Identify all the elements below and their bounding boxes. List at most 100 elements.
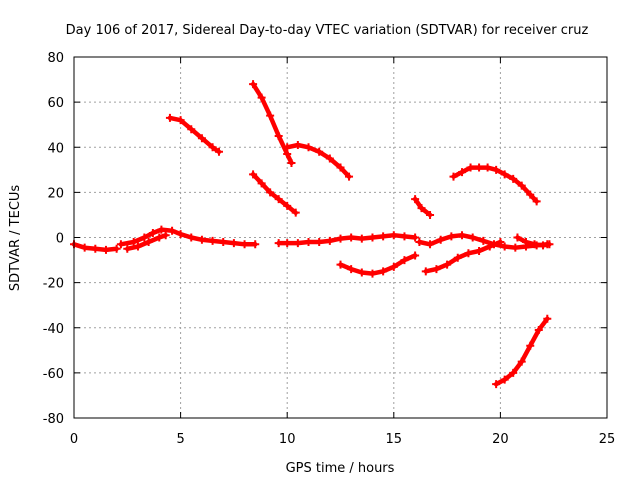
data-point	[347, 233, 356, 242]
data-point	[479, 236, 488, 245]
data-point	[214, 147, 223, 156]
data-point	[426, 210, 435, 219]
data-point	[293, 239, 302, 248]
series-line-6	[250, 172, 298, 215]
data-point	[168, 226, 177, 235]
x-axis-label: GPS time / hours	[286, 461, 395, 476]
data-point	[389, 262, 398, 271]
data-point	[517, 357, 526, 366]
data-point	[466, 163, 475, 172]
data-point	[101, 245, 110, 254]
data-point	[453, 253, 462, 262]
x-tick-label: 0	[70, 432, 78, 447]
data-point	[91, 244, 100, 253]
data-point	[526, 341, 535, 350]
data-point	[421, 267, 430, 276]
data-point	[336, 234, 345, 243]
data-point	[526, 190, 535, 199]
data-point	[509, 368, 518, 377]
data-point	[345, 172, 354, 181]
data-point	[468, 233, 477, 242]
data-point	[229, 239, 238, 248]
data-point	[464, 249, 473, 258]
data-point	[325, 236, 334, 245]
data-point	[400, 232, 409, 241]
data-point	[283, 143, 292, 152]
data-point	[411, 233, 420, 242]
data-point	[208, 236, 217, 245]
data-point	[249, 80, 258, 89]
data-point	[266, 111, 275, 120]
chart-title: Day 106 of 2017, Sidereal Day-to-day VTE…	[66, 23, 589, 38]
data-point	[447, 232, 456, 241]
data-point	[283, 201, 292, 210]
data-point	[293, 140, 302, 149]
data-point	[140, 233, 149, 242]
data-point	[240, 240, 249, 249]
data-point	[458, 168, 467, 177]
data-point	[157, 225, 166, 234]
data-point	[492, 380, 501, 389]
data-point	[133, 242, 142, 251]
data-point	[443, 260, 452, 269]
data-point	[411, 195, 420, 204]
data-point	[534, 326, 543, 335]
data-point	[197, 235, 206, 244]
x-tick-label: 10	[279, 432, 296, 447]
plot-frame	[73, 56, 608, 419]
data-point	[496, 238, 505, 247]
data-point	[161, 231, 170, 240]
data-point	[251, 240, 260, 249]
data-point	[304, 143, 313, 152]
y-tick-label: 80	[47, 51, 64, 66]
data-point	[197, 134, 206, 143]
y-tick-label: -60	[43, 367, 64, 382]
tick-labels: 0 5 10 15 20 25 -80 -60 -40 -20 0 20 40 60 80	[43, 51, 616, 447]
data-point	[123, 244, 132, 253]
data-point	[257, 93, 266, 102]
data-point	[274, 131, 283, 140]
data-point	[283, 239, 292, 248]
data-point	[411, 251, 420, 260]
data-point	[511, 243, 520, 252]
y-tick-label: -20	[43, 277, 64, 292]
data-point	[112, 244, 121, 253]
data-point	[336, 163, 345, 172]
data-point	[208, 143, 217, 152]
data-series	[70, 80, 554, 389]
data-point	[287, 159, 296, 168]
data-point	[400, 256, 409, 265]
series-line-10	[412, 196, 433, 218]
x-tick-label: 15	[386, 432, 403, 447]
data-point	[500, 170, 509, 179]
data-point	[144, 238, 153, 247]
data-point	[509, 174, 518, 183]
data-point	[274, 239, 283, 248]
data-point	[483, 163, 492, 172]
data-point	[417, 204, 426, 213]
data-point	[513, 233, 522, 242]
data-point	[436, 235, 445, 244]
data-point	[291, 208, 300, 217]
data-point	[336, 260, 345, 269]
y-axis-label: SDTVAR / TECUs	[8, 185, 23, 292]
data-point	[80, 243, 89, 252]
data-point	[545, 240, 554, 249]
data-point	[155, 233, 164, 242]
data-point	[368, 269, 377, 278]
data-point	[379, 232, 388, 241]
data-point	[249, 170, 258, 179]
x-tick-label: 25	[599, 432, 616, 447]
data-point	[475, 163, 484, 172]
y-tick-label: 60	[47, 96, 64, 111]
data-point	[165, 113, 174, 122]
data-point	[357, 234, 366, 243]
data-point	[315, 238, 324, 247]
y-tick-label: 20	[47, 186, 64, 201]
data-point	[532, 197, 541, 206]
data-point	[357, 268, 366, 277]
data-point	[432, 265, 441, 274]
data-point	[415, 238, 424, 247]
data-point	[543, 314, 552, 323]
data-point	[274, 195, 283, 204]
